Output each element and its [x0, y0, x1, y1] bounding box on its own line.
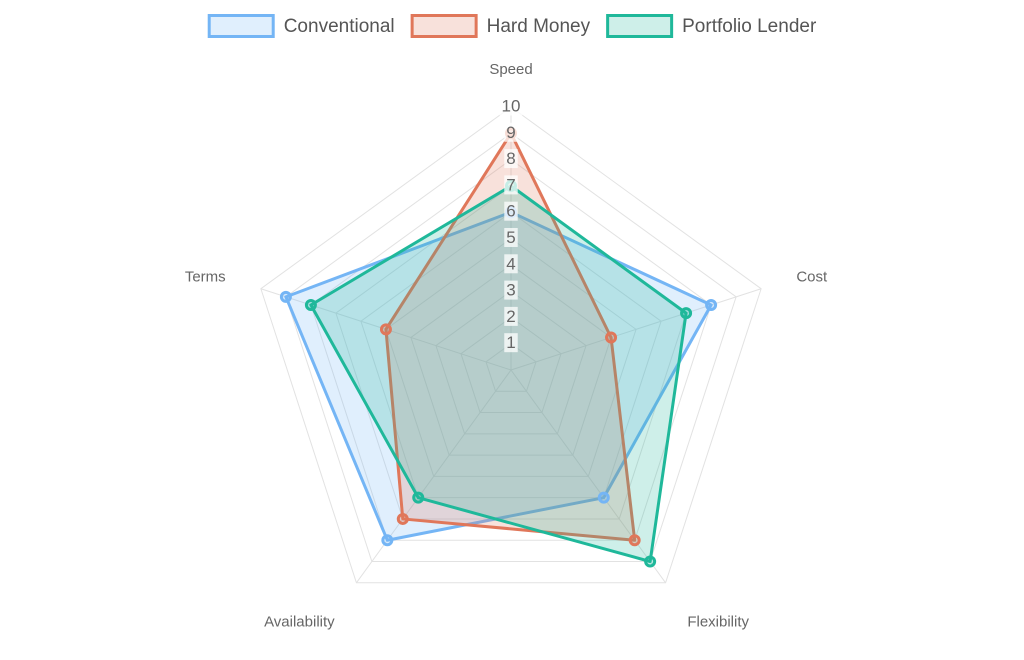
spoke — [510, 288, 762, 371]
tick-label: 2 — [506, 307, 515, 326]
series-area — [309, 184, 688, 563]
spoke — [510, 369, 666, 584]
data-point — [680, 307, 693, 320]
legend-item: Conventional — [207, 14, 395, 38]
tick-label-bg — [504, 333, 518, 353]
tick-label: 7 — [506, 175, 515, 194]
data-point — [628, 534, 641, 547]
grid-line — [385, 237, 637, 477]
tick-label: 5 — [506, 228, 515, 247]
grid-line — [310, 158, 712, 541]
tick: 8 — [504, 149, 518, 169]
grid-line — [485, 343, 537, 392]
data-point — [644, 555, 657, 568]
tick-label: 3 — [506, 281, 515, 300]
tick: 2 — [504, 306, 518, 326]
legend-text: Portfolio Lender — [682, 16, 817, 37]
spoke — [356, 369, 512, 584]
legend-item: Hard Money — [410, 14, 591, 38]
data-point — [705, 298, 718, 311]
data-point — [396, 512, 409, 525]
tick-label-bg — [504, 280, 518, 300]
axis-label: Terms — [185, 268, 226, 285]
tick-label-bg — [504, 122, 518, 142]
tick: 7 — [504, 175, 518, 195]
data-point — [279, 290, 292, 303]
tick-label-bg — [499, 96, 523, 116]
grid-line — [260, 106, 762, 584]
legend-swatch — [606, 14, 674, 38]
tick-label: 1 — [506, 333, 515, 352]
grid-line — [435, 290, 587, 435]
grid-line — [410, 264, 612, 456]
tick: 10 — [499, 96, 523, 116]
data-point — [381, 534, 394, 547]
tick: 4 — [504, 254, 518, 274]
legend-text: Conventional — [284, 16, 395, 37]
axis-label: Speed — [489, 61, 532, 78]
tick-label-bg — [504, 227, 518, 247]
tick-label: 9 — [506, 123, 515, 142]
tick-label: 8 — [506, 149, 515, 168]
legend-text: Hard Money — [487, 16, 591, 37]
legend-swatch — [207, 14, 275, 38]
grid-line — [460, 316, 562, 414]
tick-label: 4 — [506, 254, 515, 273]
tick-label-bg — [504, 254, 518, 274]
legend: Conventional Hard Money Portfolio Lender — [207, 14, 817, 38]
axis-label: Cost — [796, 268, 828, 285]
grid-line — [285, 132, 737, 562]
data-point — [412, 491, 425, 504]
data-point — [304, 298, 317, 311]
tick: 9 — [504, 122, 518, 142]
tick-label-bg — [504, 149, 518, 169]
legend-swatch — [410, 14, 478, 38]
tick-label-bg — [504, 201, 518, 221]
tick: 6 — [504, 201, 518, 221]
grid-line — [360, 211, 662, 499]
data-point — [605, 331, 618, 344]
legend-item: Portfolio Lender — [606, 14, 817, 38]
axis-label: Availability — [264, 614, 335, 631]
tick-label: 10 — [502, 96, 521, 115]
tick-label-bg — [504, 306, 518, 326]
tick-label: 6 — [506, 202, 515, 221]
data-point — [597, 491, 610, 504]
tick: 1 — [504, 333, 518, 353]
tick-label-bg — [504, 175, 518, 195]
tick: 5 — [504, 227, 518, 247]
tick: 3 — [504, 280, 518, 300]
data-point — [379, 323, 392, 336]
axis-label: Flexibility — [687, 614, 749, 631]
